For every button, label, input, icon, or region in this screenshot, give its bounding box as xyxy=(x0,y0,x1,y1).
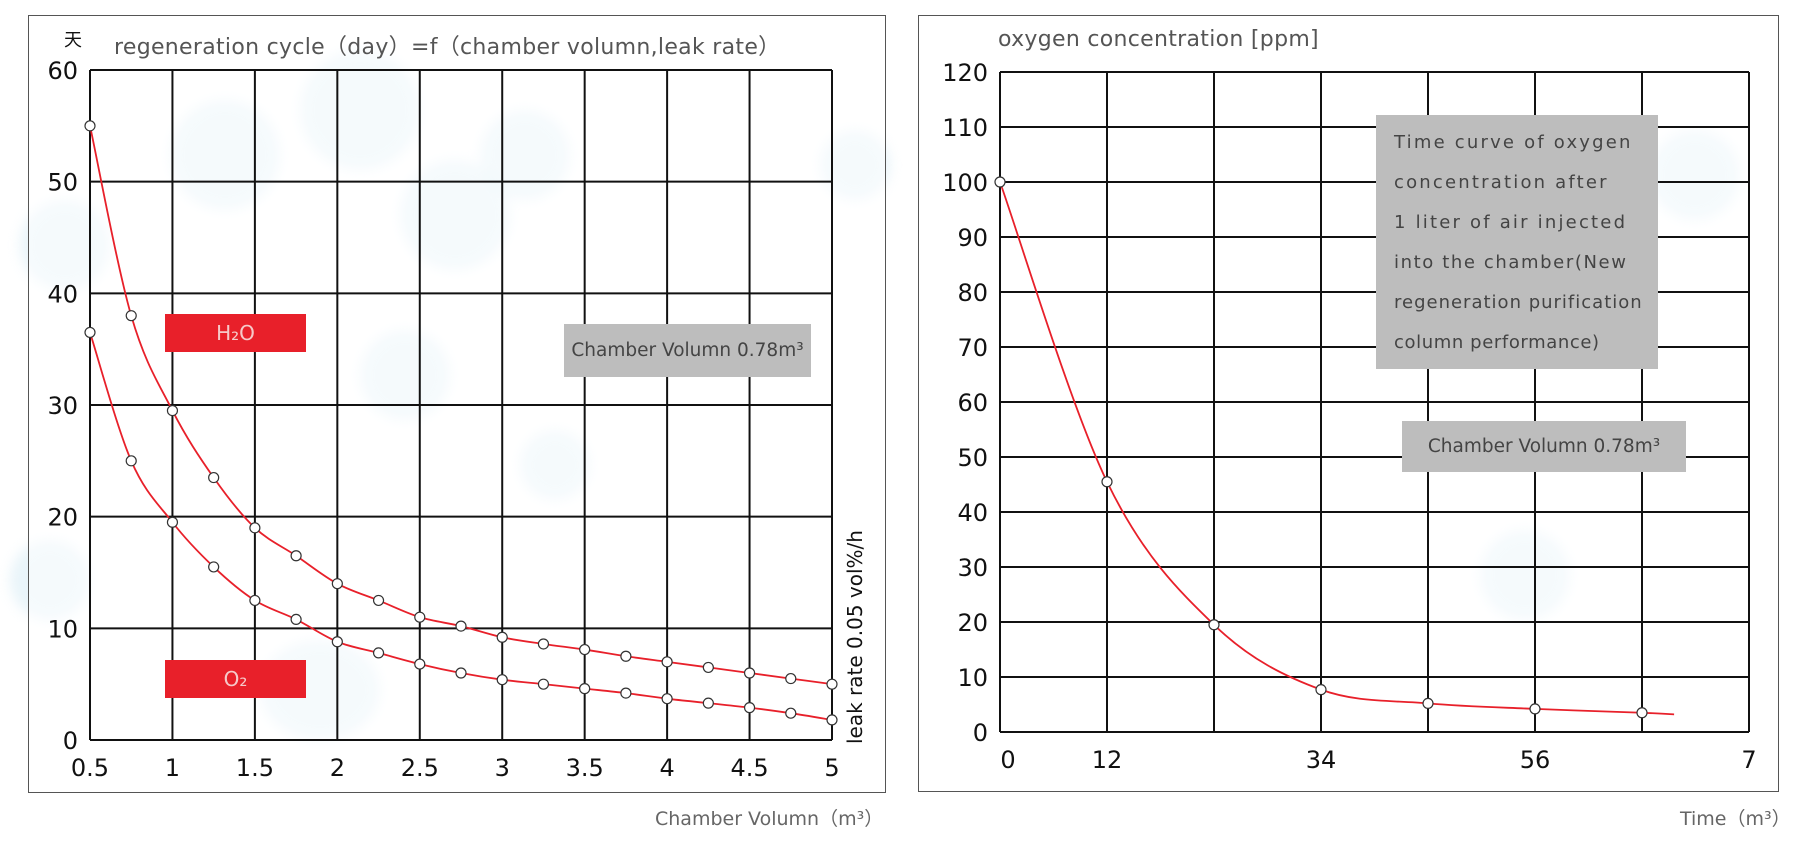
o2-data-point xyxy=(661,693,673,705)
right-x-axis-title: Time（m³） xyxy=(1680,808,1791,830)
o2-data-point xyxy=(455,667,467,679)
o2-data-point xyxy=(414,658,426,670)
o2-data-point xyxy=(496,674,508,686)
left-y-unit: 天 xyxy=(64,30,83,51)
h2o-data-point xyxy=(785,672,797,685)
oxygen-data-point xyxy=(994,176,1006,188)
h2o-data-point xyxy=(290,550,302,562)
h2o-data-point xyxy=(455,620,467,632)
o2-data-point xyxy=(84,326,96,339)
o2-data-point xyxy=(249,594,261,607)
y-tick-label: 80 xyxy=(957,279,988,307)
o2-data-point xyxy=(620,687,632,699)
y-tick-label: 40 xyxy=(47,280,78,308)
x-tick-label: 4.5 xyxy=(730,754,768,782)
left-x-axis-title: Chamber Volumn（m³） xyxy=(655,808,884,830)
right-chart-title: oxygen concentration [ppm] xyxy=(998,27,1319,52)
y-tick-label: 70 xyxy=(957,334,988,362)
o2-data-point xyxy=(579,683,591,695)
o2-data-point xyxy=(826,714,838,726)
x-tick-label: 2 xyxy=(330,754,345,782)
left-volume-box: Chamber Volumn 0.78m³ xyxy=(564,324,811,377)
y-tick-label: 40 xyxy=(957,499,988,527)
h2o-data-point xyxy=(661,656,673,668)
left-chart-title: regeneration cycle（day）=f（chamber volumn… xyxy=(114,35,781,60)
y-tick-label: 50 xyxy=(47,169,78,197)
h2o-series-label: H₂O xyxy=(165,314,306,352)
y-tick-label: 100 xyxy=(942,169,988,197)
oxygen-data-point xyxy=(1529,703,1541,715)
h2o-data-point xyxy=(84,120,96,132)
h2o-data-point xyxy=(496,631,508,643)
oxygen-data-point xyxy=(1422,697,1434,710)
x-tick-label: 3.5 xyxy=(566,754,604,782)
y-tick-label: 30 xyxy=(957,554,988,582)
y-tick-label: 10 xyxy=(957,664,988,692)
h2o-data-point xyxy=(372,594,385,607)
desc-line: into the chamber(New xyxy=(1394,252,1628,273)
oxygen-data-point xyxy=(1636,707,1648,719)
desc-line: regeneration purification xyxy=(1394,292,1643,313)
oxygen-data-point xyxy=(1101,476,1113,488)
y-tick-label: 60 xyxy=(47,57,78,85)
h2o-data-point xyxy=(537,638,550,650)
x-tick-label: 56 xyxy=(1520,746,1551,774)
desc-line: column performance) xyxy=(1394,332,1600,353)
o2-data-point xyxy=(743,702,756,714)
h2o-data-point xyxy=(826,678,838,690)
h2o-data-point xyxy=(579,643,591,656)
o2-series-label: O₂ xyxy=(165,660,306,698)
h2o-data-point xyxy=(702,661,714,674)
y-tick-label: 60 xyxy=(957,389,988,417)
right-description-box: Time curve of oxygen concentration after… xyxy=(1376,115,1658,369)
h2o-data-point xyxy=(249,522,261,534)
h2o-data-point xyxy=(414,611,426,623)
x-tick-label: 1 xyxy=(165,754,180,782)
h2o-data-point xyxy=(620,650,632,662)
x-tick-label: 1.5 xyxy=(236,754,274,782)
oxygen-data-point xyxy=(1315,684,1327,696)
o2-data-point xyxy=(702,697,714,709)
y-tick-label: 30 xyxy=(47,392,78,420)
y-tick-label: 110 xyxy=(942,114,988,142)
o2-data-point xyxy=(785,707,797,719)
x-tick-label: 2.5 xyxy=(401,754,439,782)
desc-line: concentration after xyxy=(1394,172,1609,193)
x-tick-label: 5 xyxy=(824,754,839,782)
y-tick-label: 20 xyxy=(957,609,988,637)
x-tick-label: 12 xyxy=(1092,746,1123,774)
right-volume-box: Chamber Volumn 0.78m³ xyxy=(1402,421,1686,472)
h2o-data-point xyxy=(125,310,137,322)
oxygen-data-point xyxy=(1208,619,1220,631)
x-tick-label: 0 xyxy=(1000,746,1015,774)
x-tick-label: 7 xyxy=(1741,746,1756,774)
o2-data-point xyxy=(166,516,179,528)
h2o-data-point xyxy=(208,471,220,484)
y-tick-label: 50 xyxy=(957,444,988,472)
x-tick-label: 4 xyxy=(659,754,674,782)
desc-line: Time curve of oxygen xyxy=(1394,132,1633,153)
y-tick-label: 20 xyxy=(47,504,78,532)
o2-data-point xyxy=(331,636,343,648)
o2-data-point xyxy=(537,678,550,690)
o2-data-point xyxy=(125,455,137,467)
x-tick-label: 34 xyxy=(1306,746,1337,774)
x-tick-label: 0.5 xyxy=(71,754,109,782)
y-tick-label: 120 xyxy=(942,59,988,87)
desc-line: 1 liter of air injected xyxy=(1394,212,1628,233)
h2o-data-point xyxy=(331,578,343,590)
y-tick-label: 90 xyxy=(957,224,988,252)
o2-data-point xyxy=(208,561,220,573)
h2o-data-point xyxy=(166,404,179,417)
y-tick-label: 0 xyxy=(973,719,988,747)
o2-data-point xyxy=(372,647,385,659)
h2o-data-point xyxy=(743,667,756,679)
o2-data-point xyxy=(290,613,302,626)
y-tick-label: 0 xyxy=(63,727,78,755)
x-tick-label: 3 xyxy=(495,754,510,782)
y-tick-label: 10 xyxy=(47,615,78,643)
